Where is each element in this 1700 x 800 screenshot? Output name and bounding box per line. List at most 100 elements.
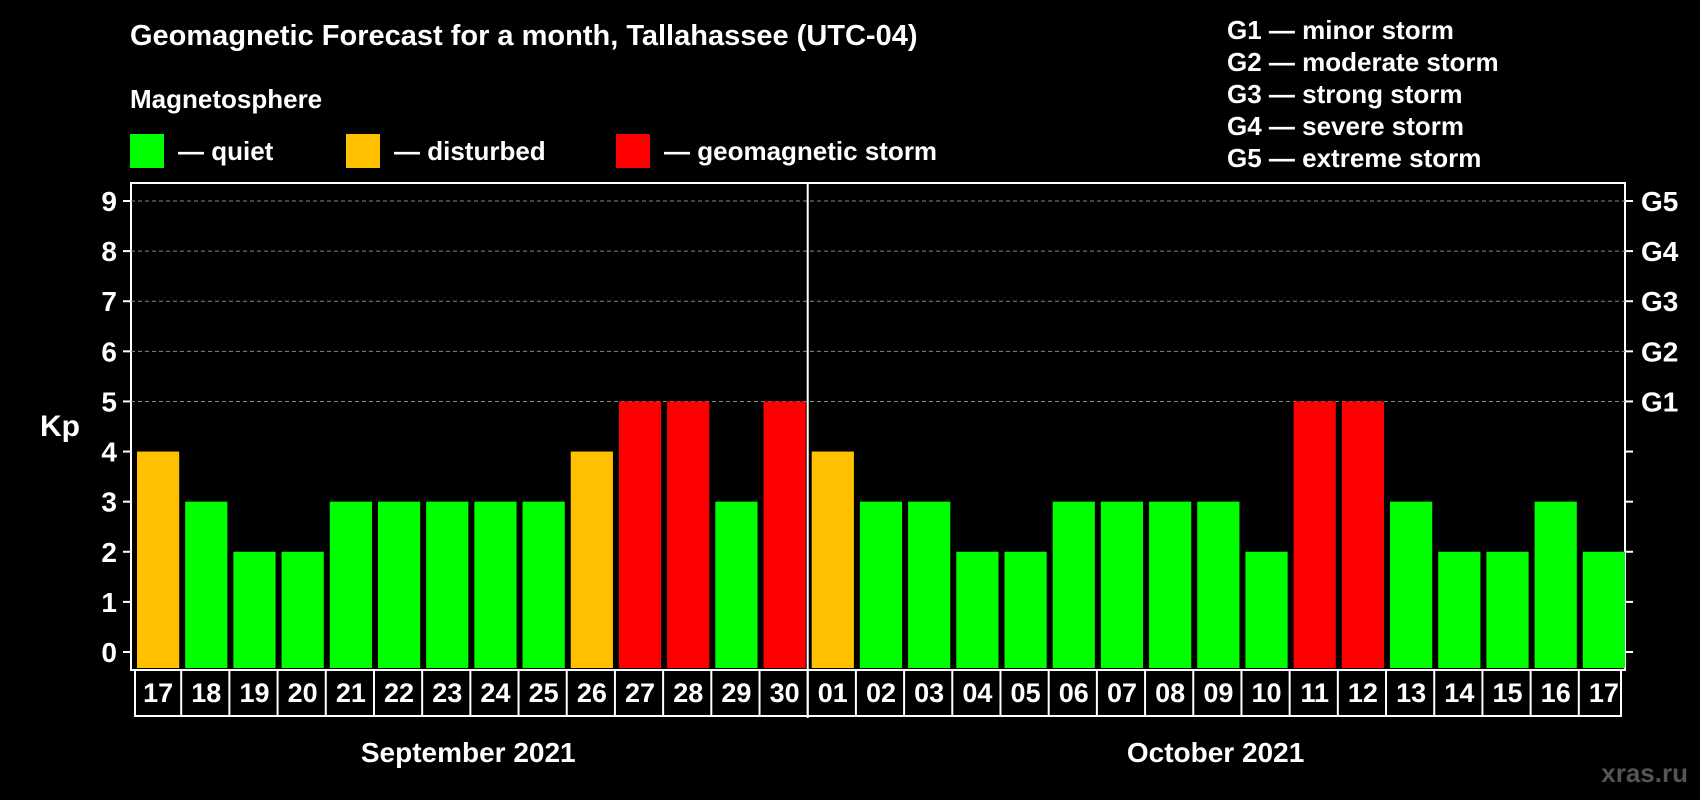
- x-tick-label-26: 13: [1396, 678, 1426, 708]
- x-tick-label-20: 07: [1107, 678, 1137, 708]
- storm-scale-g4: G4 — severe storm: [1227, 111, 1465, 141]
- x-tick-label-28: 15: [1492, 678, 1522, 708]
- bar-21: [1149, 501, 1192, 668]
- storm-scale-g2: G2 — moderate storm: [1227, 47, 1499, 77]
- x-tick-label-10: 27: [625, 678, 655, 708]
- storm-scale-g1: G1 — minor storm: [1227, 15, 1454, 45]
- y-axis-label: Kp: [40, 410, 80, 443]
- x-tick-label-22: 09: [1203, 678, 1233, 708]
- x-tick-label-16: 03: [914, 678, 944, 708]
- bar-30: [1582, 551, 1625, 668]
- y-tick-label-9: 9: [101, 186, 117, 217]
- bar-16: [908, 501, 951, 668]
- x-axis-box: [134, 669, 1622, 717]
- x-tick-label-23: 10: [1252, 678, 1282, 708]
- bar-10: [618, 401, 662, 668]
- x-tick-label-27: 14: [1444, 678, 1474, 708]
- month-label-september: September 2021: [360, 737, 576, 768]
- x-tick-label-19: 06: [1059, 678, 1089, 708]
- storm-scale-legend: G1 — minor storm G2 — moderate storm G3 …: [1227, 14, 1499, 174]
- bar-12: [715, 501, 758, 668]
- bar-29: [1534, 501, 1577, 668]
- x-tick-label-5: 22: [384, 678, 414, 708]
- bar-19: [1052, 501, 1095, 668]
- watermark: xras.ru: [1601, 758, 1688, 788]
- legend-item-disturbed: — disturbed: [346, 133, 546, 169]
- chart-title: Geomagnetic Forecast for a month, Tallah…: [130, 20, 918, 52]
- bar-13: [763, 401, 806, 668]
- x-tick-label-9: 26: [577, 678, 607, 708]
- bar-18: [1004, 551, 1047, 668]
- x-tick-label-1: 18: [191, 678, 221, 708]
- bar-6: [426, 501, 469, 668]
- legend-swatch-disturbed: [346, 134, 380, 168]
- x-tick-label-13: 30: [770, 678, 800, 708]
- bar-1: [185, 501, 228, 668]
- x-tick-label-30: 17: [1589, 678, 1619, 708]
- bar-3: [281, 551, 324, 668]
- bar-11: [667, 401, 710, 668]
- legend-label-storm: — geomagnetic storm: [664, 135, 938, 166]
- x-tick-label-29: 16: [1541, 678, 1571, 708]
- right-axis-label-g1: G1: [1641, 386, 1678, 417]
- y-tick-label-0: 0: [101, 637, 117, 668]
- bar-26: [1390, 501, 1433, 668]
- x-tick-label-3: 20: [288, 678, 318, 708]
- y-tick-label-3: 3: [101, 487, 117, 518]
- bar-24: [1293, 401, 1336, 668]
- bar-25: [1341, 401, 1385, 668]
- x-tick-label-21: 08: [1155, 678, 1185, 708]
- month-label-october: October 2021: [1126, 737, 1305, 768]
- bar-22: [1197, 501, 1240, 668]
- bar-4: [329, 501, 372, 668]
- bar-2: [233, 551, 276, 668]
- x-tick-label-7: 24: [480, 678, 510, 708]
- legend-label-disturbed: — disturbed: [394, 135, 546, 166]
- legend-swatch-quiet: [130, 134, 164, 168]
- y-tick-label-7: 7: [101, 286, 117, 317]
- bar-5: [377, 501, 421, 668]
- x-tick-label-11: 28: [673, 678, 703, 708]
- x-tick-label-17: 04: [962, 678, 992, 708]
- right-axis-label-g2: G2: [1641, 336, 1678, 367]
- bar-14: [811, 451, 854, 668]
- legend-label-quiet: — quiet: [178, 135, 274, 166]
- right-axis-label-g3: G3: [1641, 286, 1678, 317]
- right-axis-label-g4: G4: [1641, 236, 1679, 267]
- x-tick-label-12: 29: [721, 678, 751, 708]
- y-tick-label-6: 6: [101, 336, 117, 367]
- bar-15: [859, 501, 903, 668]
- x-tick-label-6: 23: [432, 678, 462, 708]
- legend-item-storm: — geomagnetic storm: [616, 133, 937, 169]
- legend-swatch-storm: [616, 134, 650, 168]
- x-tick-label-15: 02: [866, 678, 896, 708]
- bar-9: [570, 451, 613, 668]
- x-tick-label-8: 25: [529, 678, 559, 708]
- y-tick-label-8: 8: [101, 236, 117, 267]
- x-tick-label-4: 21: [336, 678, 366, 708]
- y-tick-label-4: 4: [101, 437, 117, 468]
- x-tick-label-0: 17: [143, 678, 173, 708]
- bar-23: [1245, 551, 1288, 668]
- y-tick-label-2: 2: [101, 537, 117, 568]
- x-tick-label-25: 12: [1348, 678, 1378, 708]
- legend-item-quiet: — quiet: [130, 133, 273, 169]
- bar-0: [137, 451, 180, 668]
- x-tick-label-24: 11: [1300, 678, 1329, 708]
- storm-scale-g5: G5 — extreme storm: [1227, 143, 1482, 173]
- y-tick-label-1: 1: [101, 587, 117, 618]
- bar-17: [956, 551, 999, 668]
- x-tick-label-2: 19: [239, 678, 269, 708]
- x-tick-label-14: 01: [818, 678, 848, 708]
- bar-8: [522, 501, 565, 668]
- storm-scale-g3: G3 — strong storm: [1227, 79, 1463, 109]
- legend-heading: Magnetosphere: [130, 84, 323, 114]
- y-tick-label-5: 5: [101, 386, 117, 417]
- bar-7: [474, 501, 517, 668]
- bar-27: [1438, 551, 1481, 668]
- x-tick-label-18: 05: [1011, 678, 1041, 708]
- bar-28: [1486, 551, 1529, 668]
- right-axis-label-g5: G5: [1641, 186, 1678, 217]
- bar-20: [1100, 501, 1144, 668]
